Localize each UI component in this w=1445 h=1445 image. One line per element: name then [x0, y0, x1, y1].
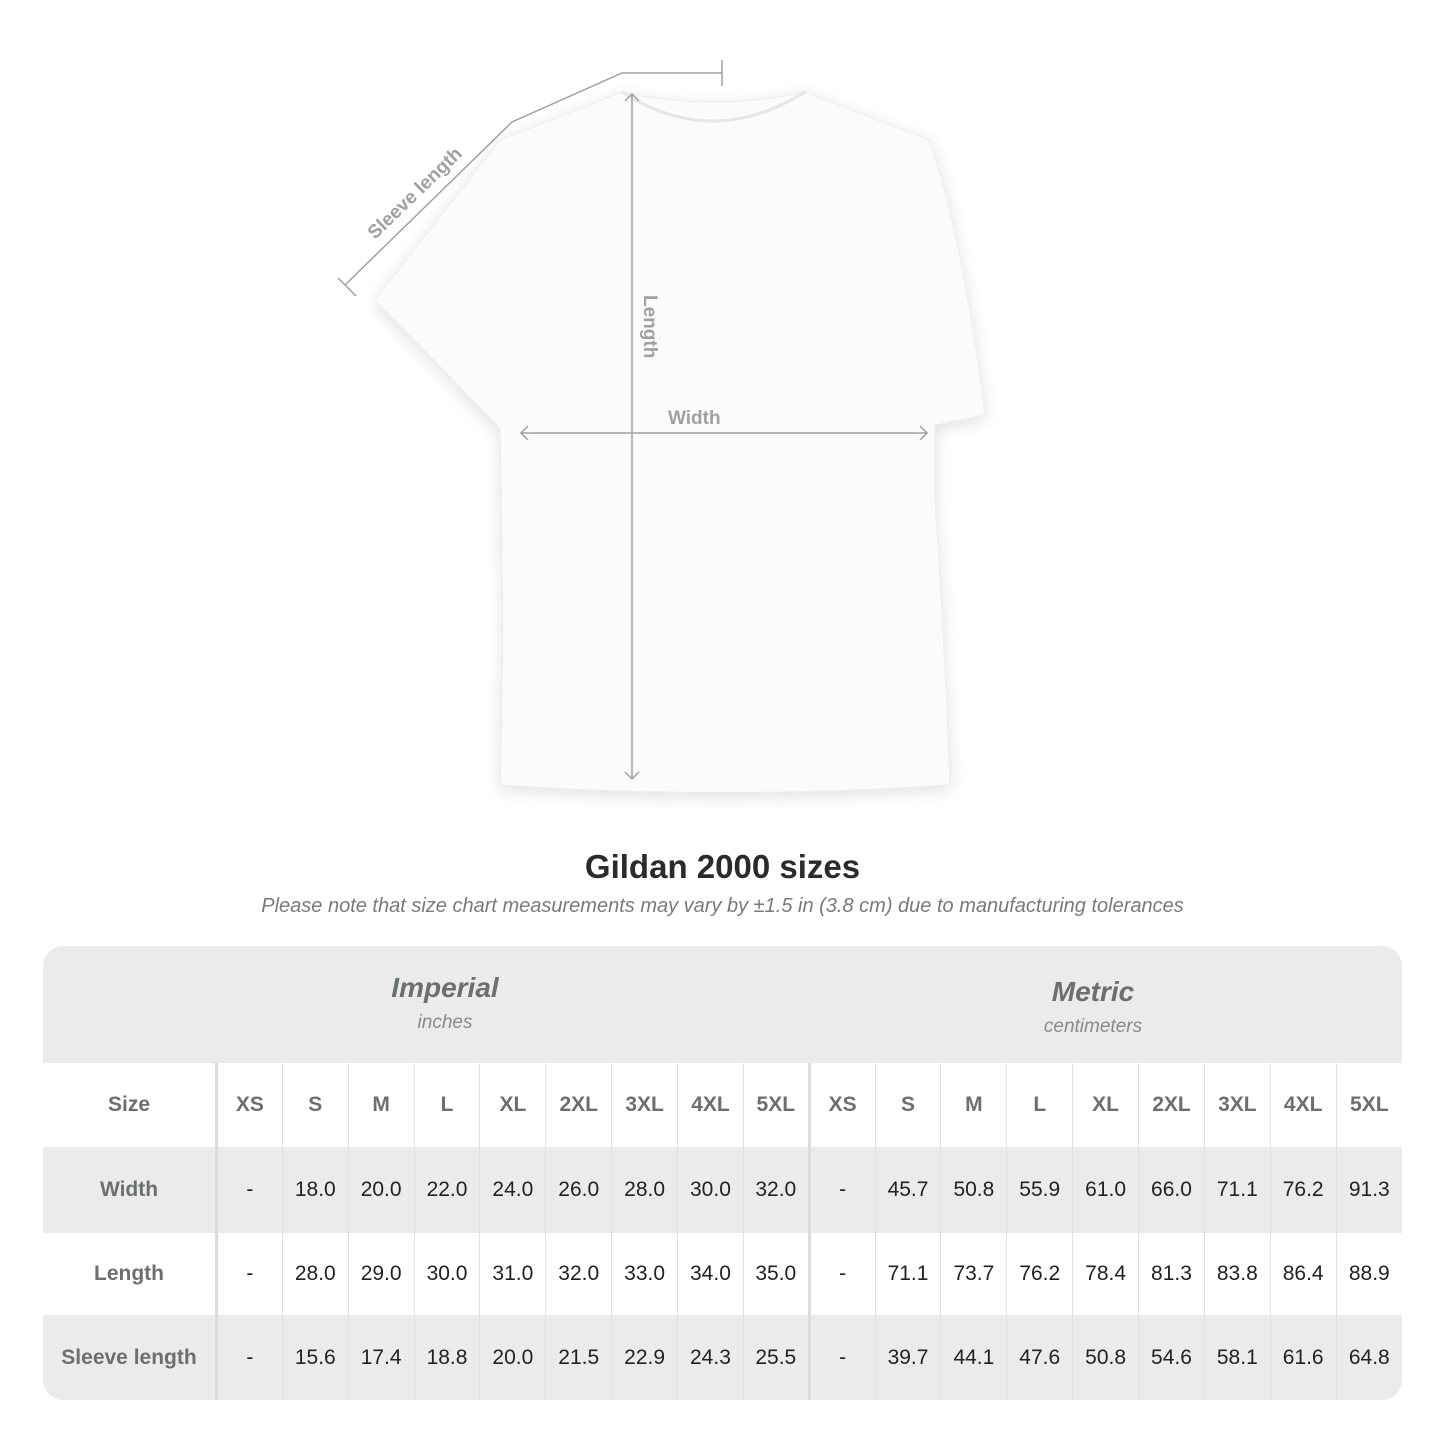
row-label: Sleeve length: [43, 1315, 218, 1400]
imperial-size-5xl: 5XL: [742, 1063, 810, 1147]
imperial-value: 33.0: [611, 1233, 678, 1315]
metric-value: 44.1: [940, 1315, 1007, 1400]
imperial-value: 15.6: [281, 1315, 349, 1400]
imperial-header: Imperial inches: [195, 972, 695, 1034]
metric-value: 71.1: [1203, 1147, 1271, 1233]
table-row: Sleeve length -15.6 17.4 18.8 20.0 21.5 22.9 24…: [43, 1315, 1402, 1400]
length-label: Length: [639, 295, 660, 358]
imperial-size-4xl: 4XL: [677, 1063, 744, 1147]
imperial-value: 25.5: [742, 1315, 810, 1400]
metric-size-s: S: [874, 1063, 941, 1147]
metric-value: -: [807, 1233, 876, 1315]
metric-unit: centimeters: [1043, 1016, 1143, 1037]
imperial-unit: inches: [417, 1012, 473, 1033]
imperial-value: 30.0: [413, 1233, 480, 1315]
metric-value: 64.8: [1335, 1315, 1402, 1400]
metric-value: 58.1: [1203, 1315, 1271, 1400]
imperial-value: 28.0: [611, 1147, 678, 1233]
measurements-table: Size XS S M L XL 2XL 3XL 4XL 5XL XS S M L XL 2XL 3XL 4XL 5…: [43, 1063, 1402, 1400]
imperial-value: 24.0: [479, 1147, 546, 1233]
metric-value: 54.6: [1138, 1315, 1205, 1400]
metric-size-xl: XL: [1072, 1063, 1139, 1147]
metric-value: 86.4: [1269, 1233, 1337, 1315]
imperial-value: 32.0: [545, 1233, 612, 1315]
metric-size-4xl: 4XL: [1269, 1063, 1337, 1147]
imperial-value: 35.0: [742, 1233, 810, 1315]
metric-value: -: [807, 1315, 876, 1400]
metric-value: 39.7: [874, 1315, 941, 1400]
imperial-value: 18.0: [281, 1147, 349, 1233]
imperial-value: -: [216, 1233, 283, 1315]
metric-size-5xl: 5XL: [1335, 1063, 1402, 1147]
row-label: Length: [43, 1233, 218, 1315]
width-label: Width: [668, 408, 721, 429]
metric-value: 88.9: [1335, 1233, 1402, 1315]
size-header: Size: [43, 1063, 218, 1147]
metric-value: 50.8: [940, 1147, 1007, 1233]
imperial-value: 29.0: [347, 1233, 415, 1315]
metric-value: -: [807, 1147, 876, 1233]
metric-title: Metric: [1051, 976, 1135, 1007]
imperial-value: 20.0: [479, 1315, 546, 1400]
metric-value: 50.8: [1072, 1315, 1139, 1400]
metric-value: 81.3: [1138, 1233, 1205, 1315]
metric-size-l: L: [1006, 1063, 1073, 1147]
imperial-value: 21.5: [545, 1315, 612, 1400]
chart-title: Gildan 2000 sizes: [584, 848, 861, 885]
imperial-value: -: [216, 1147, 283, 1233]
metric-value: 91.3: [1335, 1147, 1402, 1233]
metric-value: 61.6: [1269, 1315, 1337, 1400]
imperial-value: 28.0: [281, 1233, 349, 1315]
table-row: Length -28.0 29.0 30.0 31.0 32.0 33.0 34.0 35.0-…: [43, 1233, 1402, 1315]
imperial-value: 34.0: [677, 1233, 744, 1315]
metric-size-3xl: 3XL: [1203, 1063, 1271, 1147]
imperial-value: 26.0: [545, 1147, 612, 1233]
metric-value: 45.7: [874, 1147, 941, 1233]
imperial-size-xl: XL: [479, 1063, 546, 1147]
imperial-size-s: S: [281, 1063, 349, 1147]
metric-value: 73.7: [940, 1233, 1007, 1315]
imperial-value: 24.3: [677, 1315, 744, 1400]
metric-value: 76.2: [1269, 1147, 1337, 1233]
imperial-value: 32.0: [742, 1147, 810, 1233]
imperial-size-3xl: 3XL: [611, 1063, 678, 1147]
imperial-size-m: M: [347, 1063, 415, 1147]
metric-size-m: M: [940, 1063, 1007, 1147]
imperial-value: 22.0: [413, 1147, 480, 1233]
metric-value: 76.2: [1006, 1233, 1073, 1315]
imperial-value: -: [216, 1315, 283, 1400]
tolerance-note: Please note that size chart measurements…: [261, 895, 1184, 917]
metric-value: 83.8: [1203, 1233, 1271, 1315]
imperial-value: 18.8: [413, 1315, 480, 1400]
imperial-value: 30.0: [677, 1147, 744, 1233]
metric-value: 66.0: [1138, 1147, 1205, 1233]
size-header-row: Size XS S M L XL 2XL 3XL 4XL 5XL XS S M L XL 2XL 3XL 4XL 5…: [43, 1063, 1402, 1147]
tshirt-diagram: Sleeve length Length Width: [337, 60, 986, 793]
collar: [621, 90, 806, 123]
metric-value: 55.9: [1006, 1147, 1073, 1233]
imperial-title: Imperial: [391, 972, 499, 1003]
imperial-value: 17.4: [347, 1315, 415, 1400]
imperial-value: 20.0: [347, 1147, 415, 1233]
tshirt-image: [374, 91, 986, 793]
imperial-value: 31.0: [479, 1233, 546, 1315]
table-row: Width -18.0 20.0 22.0 24.0 26.0 28.0 30.0 32.0-4…: [43, 1147, 1402, 1233]
metric-value: 47.6: [1006, 1315, 1073, 1400]
row-label: Width: [43, 1147, 218, 1233]
metric-value: 78.4: [1072, 1233, 1139, 1315]
metric-header: Metric centimeters: [843, 976, 1343, 1038]
metric-size-2xl: 2XL: [1138, 1063, 1205, 1147]
measure-lines: [337, 60, 929, 781]
imperial-size-2xl: 2XL: [545, 1063, 612, 1147]
imperial-value: 22.9: [611, 1315, 678, 1400]
metric-value: 71.1: [874, 1233, 941, 1315]
unit-header-band: [43, 946, 1402, 1063]
metric-size-xs: XS: [807, 1063, 876, 1147]
imperial-size-xs: XS: [216, 1063, 283, 1147]
metric-value: 61.0: [1072, 1147, 1139, 1233]
imperial-size-l: L: [413, 1063, 480, 1147]
size-table: Imperial inches Metric centimeters Size X…: [43, 946, 1402, 1400]
